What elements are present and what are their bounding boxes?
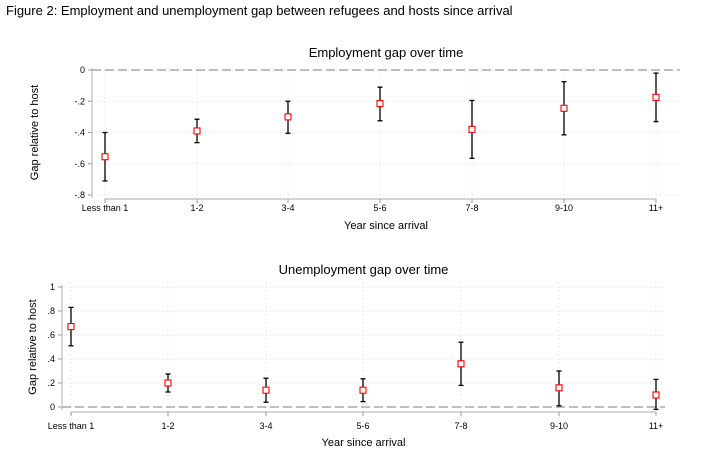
y-tick-label: .8 bbox=[47, 306, 55, 316]
x-tick-label: 11+ bbox=[649, 421, 664, 431]
point-estimate-marker bbox=[652, 391, 660, 399]
point-estimate-marker bbox=[262, 386, 270, 394]
point-estimate-marker bbox=[67, 323, 75, 331]
chart-panel-unemployment: Unemployment gap over time 1 .8 .6 .4 .2 0 Less… bbox=[27, 262, 665, 449]
point-estimate-marker bbox=[468, 125, 476, 133]
x-axis-label: Year since arrival bbox=[344, 220, 428, 232]
y-tick-label: -.4 bbox=[74, 128, 85, 138]
y-tick-label: 0 bbox=[50, 402, 55, 412]
y-tick-label: .6 bbox=[47, 330, 55, 340]
x-tick-label: 11+ bbox=[649, 203, 664, 213]
point-estimate-marker bbox=[193, 127, 201, 135]
x-tick-label: 1-2 bbox=[190, 203, 203, 213]
x-tick-label: 7-8 bbox=[465, 203, 478, 213]
y-tick-label: 1 bbox=[50, 282, 55, 292]
x-tick-label: 1-2 bbox=[161, 421, 174, 431]
chart-title: Employment gap over time bbox=[309, 45, 464, 60]
x-tick-label: 9-10 bbox=[555, 203, 573, 213]
x-tick-label: 5-6 bbox=[373, 203, 386, 213]
x-tick-label: 3-4 bbox=[259, 421, 272, 431]
y-tick-label: -.8 bbox=[74, 190, 85, 200]
y-axis-label: Gap relative to host bbox=[29, 85, 41, 180]
point-estimate-marker bbox=[359, 386, 367, 394]
chart-title: Unemployment gap over time bbox=[279, 262, 449, 277]
point-estimate-marker bbox=[560, 104, 568, 112]
point-estimate-marker bbox=[652, 93, 660, 101]
point-estimate-marker bbox=[555, 384, 563, 392]
x-tick-label: 9-10 bbox=[550, 421, 568, 431]
y-tick-label: .2 bbox=[47, 378, 55, 388]
figure-title: Figure 2: Employment and unemployment ga… bbox=[6, 3, 513, 18]
x-tick-label: 7-8 bbox=[454, 421, 467, 431]
point-estimate-marker bbox=[376, 100, 384, 108]
point-estimate-marker bbox=[457, 360, 465, 368]
y-tick-label: .4 bbox=[47, 354, 55, 364]
x-tick-label: Less than 1 bbox=[82, 203, 129, 213]
y-tick-label: -.6 bbox=[74, 159, 85, 169]
x-tick-label: 5-6 bbox=[356, 421, 369, 431]
y-tick-label: -.2 bbox=[74, 96, 85, 106]
x-tick-label: Less than 1 bbox=[48, 421, 95, 431]
y-axis-label: Gap relative to host bbox=[27, 299, 39, 394]
point-estimate-marker bbox=[101, 153, 109, 161]
point-estimate-marker bbox=[284, 113, 292, 121]
y-tick-label: 0 bbox=[80, 65, 85, 75]
x-tick-label: 3-4 bbox=[281, 203, 294, 213]
point-estimate-marker bbox=[164, 379, 172, 387]
x-axis-label: Year since arrival bbox=[322, 437, 406, 449]
chart-panel-employment: Employment gap over time 0 -.2 -.4 -.6 -.8 Les… bbox=[29, 45, 680, 232]
